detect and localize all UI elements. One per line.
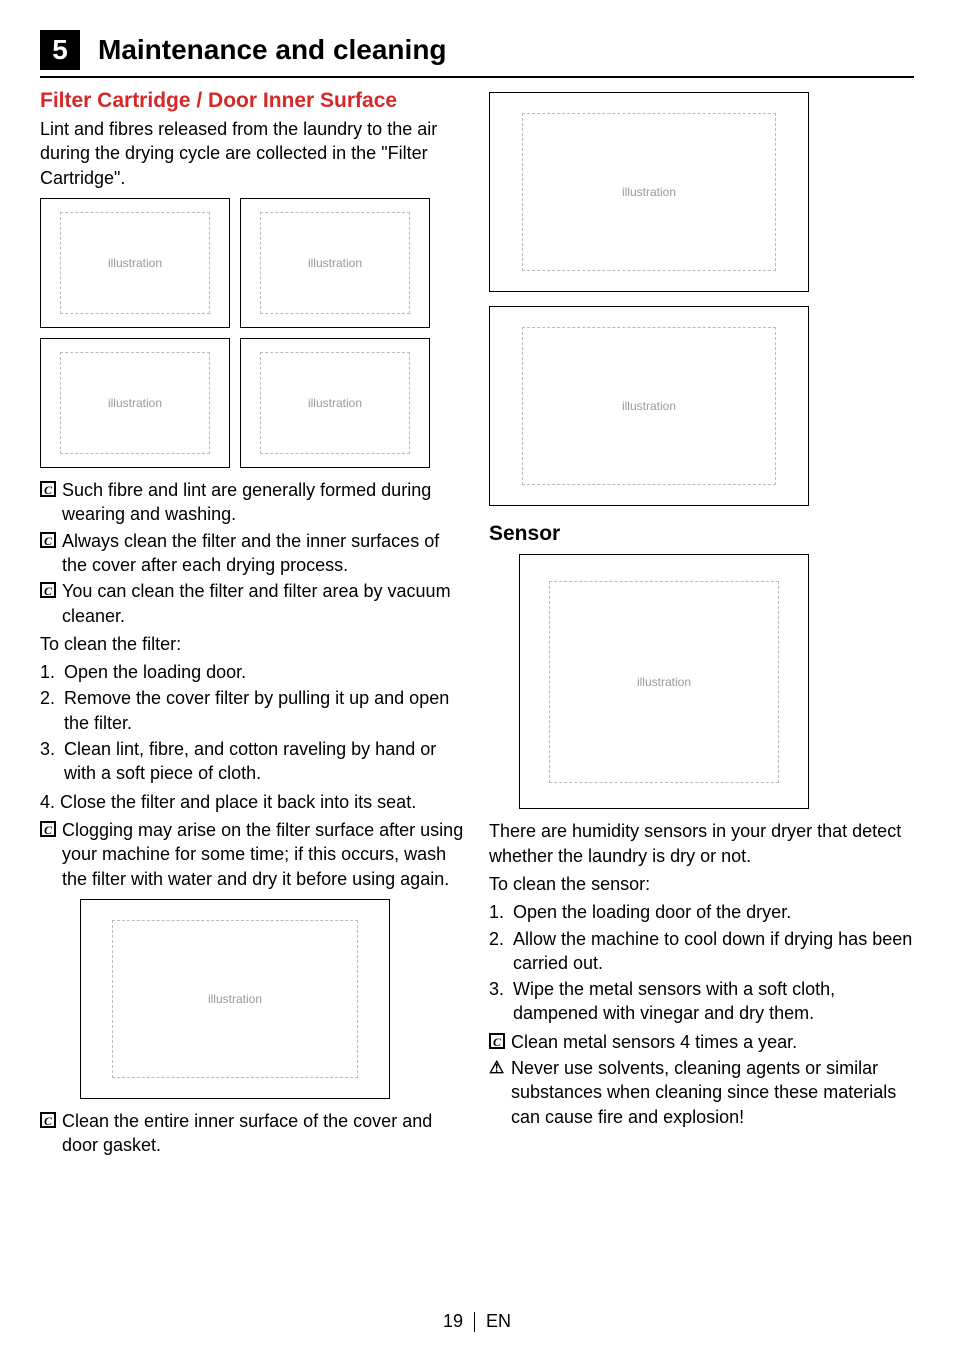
step-item: 2.Allow the machine to cool down if dryi… — [489, 927, 914, 976]
step-4: 4. Close the filter and place it back in… — [40, 790, 465, 814]
info-item: C Clogging may arise on the filter surfa… — [40, 818, 465, 891]
page-footer: 19 EN — [0, 1311, 954, 1332]
section-number-badge: 5 — [40, 30, 80, 70]
footer-divider — [474, 1312, 475, 1332]
figure-filter-4: illustration — [240, 338, 430, 468]
info-item: C Clean metal sensors 4 times a year. — [489, 1030, 914, 1054]
step-item: 1.Open the loading door. — [40, 660, 465, 684]
figure-door-inner-1: illustration — [489, 92, 809, 292]
info-item: C Always clean the filter and the inner … — [40, 529, 465, 578]
filter-steps: 1.Open the loading door. 2.Remove the co… — [40, 660, 465, 785]
figure-wash-filter: illustration — [80, 899, 390, 1099]
figure-door-inner-2: illustration — [489, 306, 809, 506]
figure-filter-1: illustration — [40, 198, 230, 328]
sensor-intro: There are humidity sensors in your dryer… — [489, 819, 914, 868]
step-item: 3.Wipe the metal sensors with a soft clo… — [489, 977, 914, 1026]
figure-filter-2: illustration — [240, 198, 430, 328]
sensor-steps: 1.Open the loading door of the dryer. 2.… — [489, 900, 914, 1025]
sensor-notes: C Clean metal sensors 4 times a year. ⚠ … — [489, 1030, 914, 1129]
final-note: Clean the entire inner surface of the co… — [62, 1109, 465, 1158]
filter-image-grid: illustration illustration illustration i… — [40, 198, 465, 468]
info-list: C Such fibre and lint are generally form… — [40, 478, 465, 628]
sensor-to-clean: To clean the sensor: — [489, 872, 914, 896]
page-lang: EN — [486, 1311, 511, 1331]
info-text: Such fibre and lint are generally formed… — [62, 478, 465, 527]
info-text: You can clean the filter and filter area… — [62, 579, 465, 628]
left-column: Filter Cartridge / Door Inner Surface Li… — [40, 88, 465, 1161]
warning-item: ⚠ Never use solvents, cleaning agents or… — [489, 1056, 914, 1129]
final-note-list: C Clean the entire inner surface of the … — [40, 1109, 465, 1158]
step-item: 2.Remove the cover filter by pulling it … — [40, 686, 465, 735]
sensor-warning: Never use solvents, cleaning agents or s… — [511, 1056, 914, 1129]
to-clean-label: To clean the filter: — [40, 632, 465, 656]
figure-filter-3: illustration — [40, 338, 230, 468]
page-number: 19 — [443, 1311, 463, 1331]
info-icon: C — [40, 532, 56, 548]
info-item: C Such fibre and lint are generally form… — [40, 478, 465, 527]
warning-icon: ⚠ — [489, 1057, 504, 1080]
intro-text: Lint and fibres released from the laundr… — [40, 117, 465, 190]
sensor-info: Clean metal sensors 4 times a year. — [511, 1030, 914, 1054]
sensor-heading: Sensor — [489, 520, 914, 548]
clog-note: Clogging may arise on the filter surface… — [62, 818, 465, 891]
info-icon: C — [40, 582, 56, 598]
info-icon: C — [40, 1112, 56, 1128]
step-item: 1.Open the loading door of the dryer. — [489, 900, 914, 924]
info-icon: C — [40, 481, 56, 497]
info-item: C Clean the entire inner surface of the … — [40, 1109, 465, 1158]
info-item: C You can clean the filter and filter ar… — [40, 579, 465, 628]
figure-sensor: illustration — [519, 554, 809, 809]
section-title: Maintenance and cleaning — [98, 34, 447, 66]
step-item: 3.Clean lint, fibre, and cotton raveling… — [40, 737, 465, 786]
clog-note-list: C Clogging may arise on the filter surfa… — [40, 818, 465, 891]
page-header: 5 Maintenance and cleaning — [40, 30, 914, 78]
filter-heading: Filter Cartridge / Door Inner Surface — [40, 88, 465, 113]
info-icon: C — [40, 821, 56, 837]
info-text: Always clean the filter and the inner su… — [62, 529, 465, 578]
info-icon: C — [489, 1033, 505, 1049]
content-columns: Filter Cartridge / Door Inner Surface Li… — [40, 88, 914, 1161]
right-column: illustration illustration Sensor illustr… — [489, 88, 914, 1161]
